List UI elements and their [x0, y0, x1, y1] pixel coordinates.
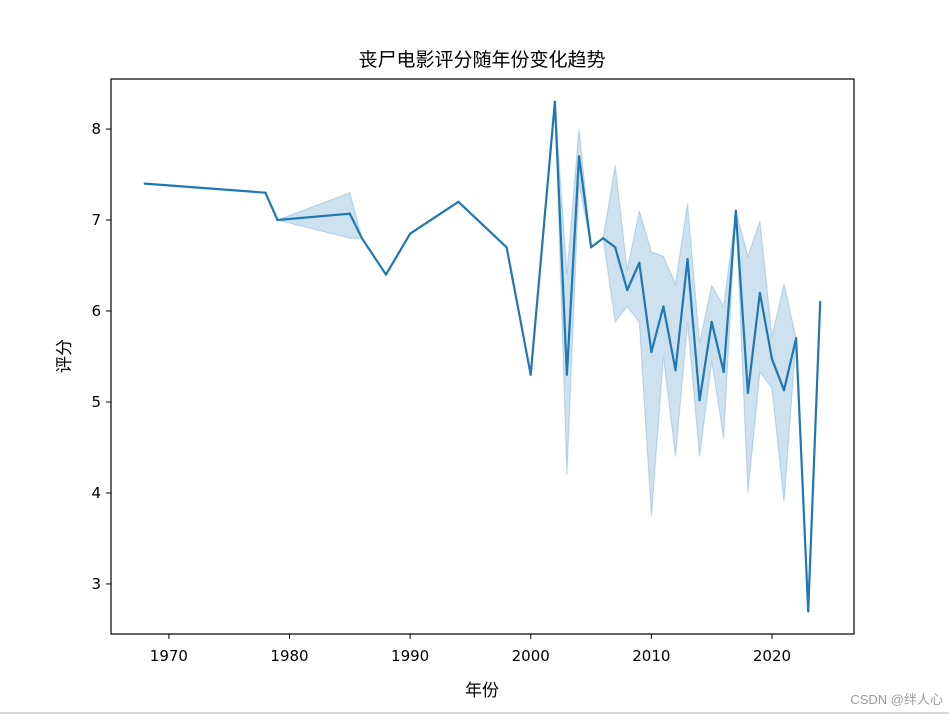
data-point — [264, 191, 267, 194]
y-tick-label: 3 — [91, 575, 101, 593]
data-point — [795, 337, 798, 340]
data-point — [734, 209, 737, 212]
data-point — [807, 610, 810, 613]
data-point — [758, 291, 762, 294]
watermark: CSDN @绊人心 — [850, 692, 943, 707]
x-tick-label: 1990 — [391, 647, 429, 665]
data-point — [614, 246, 617, 249]
chart-title: 丧尸电影评分随年份变化趋势 — [358, 49, 605, 71]
x-axis-label: 年份 — [465, 681, 499, 701]
data-point — [722, 370, 725, 374]
data-point — [348, 212, 351, 215]
data-point — [553, 100, 557, 103]
data-point — [505, 246, 508, 249]
data-point — [819, 300, 822, 303]
y-axis-label: 评分 — [55, 339, 75, 373]
x-axis: 1970 1980 1990 2000 2010 2020 — [150, 634, 791, 665]
data-point — [686, 258, 689, 261]
data-point — [409, 232, 412, 235]
data-point — [457, 200, 460, 203]
data-point — [590, 246, 593, 249]
data-point — [602, 237, 605, 240]
y-tick-label: 6 — [91, 302, 101, 320]
data-point — [360, 237, 363, 240]
plot-area — [143, 100, 822, 613]
data-point — [662, 305, 665, 308]
x-tick-label: 1970 — [150, 647, 188, 665]
data-point — [746, 391, 750, 394]
data-point — [698, 399, 701, 402]
data-point — [782, 389, 786, 392]
data-point — [577, 155, 581, 158]
y-tick-label: 8 — [91, 120, 101, 138]
data-point — [770, 358, 774, 361]
y-axis: 3 4 5 6 7 8 — [91, 120, 111, 593]
bottom-rule — [0, 712, 949, 714]
data-point — [276, 218, 279, 222]
series-line — [144, 100, 822, 613]
y-tick-label: 7 — [91, 211, 101, 229]
data-point — [650, 350, 653, 354]
x-tick-label: 1980 — [270, 647, 308, 665]
x-tick-label: 2010 — [632, 647, 670, 665]
data-point — [674, 369, 677, 372]
data-point — [638, 261, 641, 264]
plot-frame — [110, 78, 855, 635]
data-point — [626, 289, 629, 292]
data-point — [143, 182, 146, 185]
data-point — [565, 373, 569, 376]
data-point — [529, 373, 532, 376]
data-point — [710, 320, 713, 323]
y-tick-label: 5 — [91, 393, 101, 411]
x-tick-label: 2020 — [753, 647, 791, 665]
data-point — [384, 273, 388, 276]
x-tick-label: 2000 — [512, 647, 550, 665]
y-tick-label: 4 — [91, 484, 101, 502]
